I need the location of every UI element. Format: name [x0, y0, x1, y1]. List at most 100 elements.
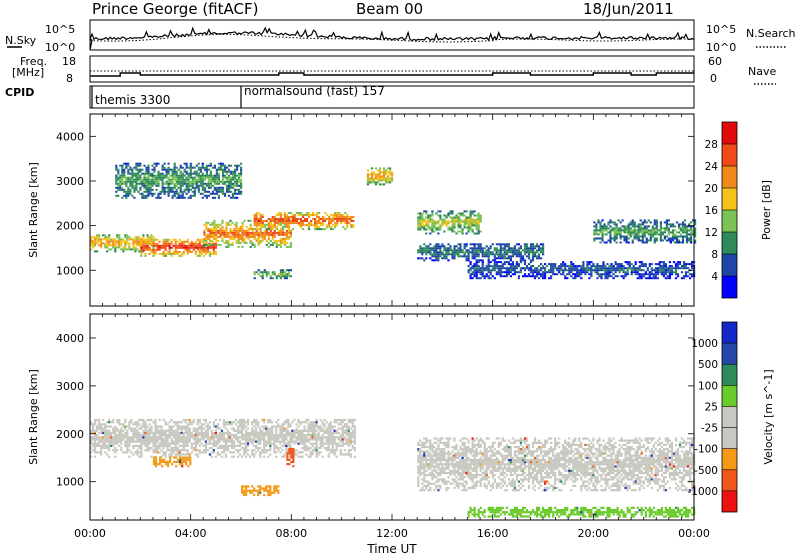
- power-cell: [427, 249, 430, 252]
- power-cell: [181, 180, 184, 183]
- power-cell: [570, 261, 573, 264]
- power-cell: [679, 233, 683, 236]
- power-cell: [433, 259, 436, 262]
- velocity-cell: [253, 421, 256, 424]
- power-cell: [271, 277, 274, 280]
- velocity-cell: [204, 444, 207, 447]
- power-cell: [465, 232, 468, 235]
- power-cell: [431, 249, 434, 252]
- velocity-cell: [160, 438, 163, 441]
- power-cell: [487, 267, 490, 270]
- velocity-cell: [116, 418, 119, 422]
- power-cell: [255, 227, 258, 230]
- velocity-cell: [184, 431, 187, 435]
- velocity-cell: [194, 453, 197, 456]
- power-cell: [493, 261, 496, 264]
- power-cell: [519, 267, 522, 270]
- power-cell: [199, 178, 202, 181]
- power-cell: [203, 237, 206, 240]
- power-cell: [459, 247, 462, 250]
- power-cell: [628, 265, 631, 268]
- velocity-cell: [204, 418, 207, 422]
- power-cell: [135, 174, 138, 177]
- power-cell: [346, 218, 349, 220]
- power-cell: [637, 239, 640, 242]
- power-cell: [320, 222, 323, 225]
- velocity-cell: [184, 436, 187, 439]
- power-cell: [596, 273, 599, 276]
- power-cell: [217, 180, 220, 183]
- power-cell: [640, 261, 643, 264]
- velocity-cell: [307, 440, 310, 443]
- power-cell: [485, 251, 488, 254]
- velocity-cell: [339, 438, 342, 441]
- power-cell: [281, 218, 284, 220]
- power-cell: [143, 164, 146, 167]
- power-cell: [619, 227, 622, 230]
- velocity-cell: [184, 429, 187, 432]
- velocity-cell: [156, 429, 159, 432]
- power-cell: [152, 248, 155, 251]
- velocity-cell: [299, 438, 302, 441]
- velocity-cell: [98, 427, 101, 430]
- power-cell: [217, 172, 220, 175]
- power-cell: [536, 267, 539, 270]
- velocity-cell: [114, 434, 117, 437]
- power-cell: [219, 162, 223, 165]
- velocity-cell: [329, 451, 332, 454]
- velocity-cell: [267, 436, 270, 439]
- velocity-cell: [228, 451, 232, 454]
- velocity-cell: [196, 421, 199, 424]
- power-cell: [235, 241, 238, 244]
- power-cell: [523, 273, 527, 276]
- power-cell: [240, 180, 243, 183]
- velocity-cell: [313, 427, 316, 430]
- power-cell: [531, 259, 535, 262]
- velocity-cell: [247, 421, 250, 424]
- velocity-cell: [164, 444, 167, 447]
- power-cell: [185, 166, 188, 169]
- velocity-cell: [263, 431, 266, 435]
- power-cell: [678, 263, 682, 266]
- power-cell: [167, 178, 170, 181]
- power-cell: [473, 269, 476, 272]
- velocity-cell: [212, 425, 215, 428]
- power-cell: [129, 172, 132, 175]
- power-cell: [259, 235, 262, 238]
- velocity-cell: [218, 431, 222, 435]
- velocity-cell: [303, 444, 306, 447]
- power-cell: [637, 237, 640, 240]
- power-cell: [257, 233, 260, 236]
- power-cell: [366, 169, 369, 172]
- velocity-cell: [92, 436, 95, 439]
- power-cell: [126, 242, 129, 245]
- power-cell: [237, 227, 240, 230]
- power-cell: [205, 237, 208, 240]
- power-cell: [141, 180, 144, 183]
- power-cell: [90, 236, 93, 239]
- cpid-mode-1: normalsound (fast) 157: [244, 84, 385, 98]
- velocity-cell: [232, 455, 236, 458]
- power-cell: [666, 277, 669, 280]
- power-cell: [605, 241, 608, 244]
- velocity-cell: [188, 418, 191, 422]
- power-cell: [556, 269, 559, 272]
- power-cell: [159, 176, 162, 179]
- power-cell: [253, 277, 256, 280]
- power-cell: [447, 247, 450, 250]
- power-cell: [181, 176, 184, 179]
- velocity-cell: [140, 440, 143, 443]
- power-cell: [184, 244, 187, 247]
- power-cell: [352, 216, 355, 218]
- power-cell: [132, 248, 135, 251]
- power-cell: [612, 265, 615, 268]
- power-cell: [499, 243, 502, 246]
- power-cell: [209, 182, 212, 185]
- power-cell: [433, 224, 436, 227]
- power-cell: [223, 174, 227, 177]
- velocity-cell: [319, 436, 322, 439]
- power-cell: [489, 261, 492, 264]
- power-cell: [138, 236, 141, 239]
- power-cell: [578, 273, 581, 276]
- velocity-cell: [122, 434, 125, 437]
